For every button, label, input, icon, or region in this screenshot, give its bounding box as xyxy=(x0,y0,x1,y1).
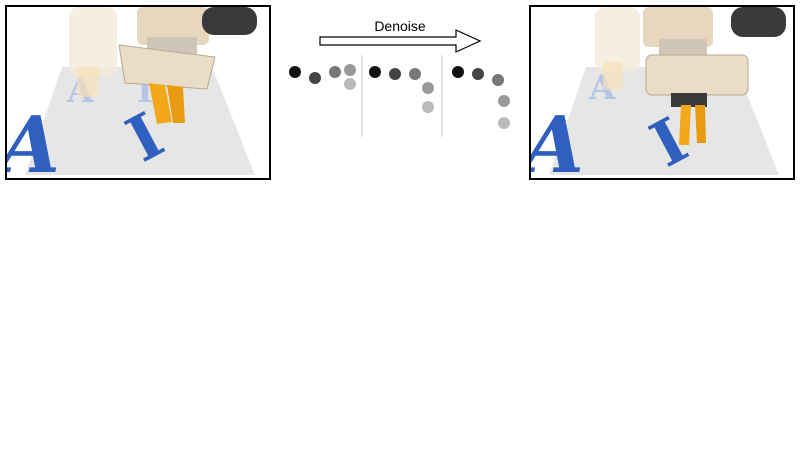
denoise-arrow-icon xyxy=(319,29,482,53)
trajectory-point-2-3 xyxy=(409,68,421,80)
robot-arm-upper xyxy=(137,7,209,45)
input-scene-panel: A I A I xyxy=(5,5,271,180)
robot-scene-icon: A I A I xyxy=(7,7,257,178)
output-scene-panel: A A I xyxy=(529,5,795,180)
gripper-housing xyxy=(118,44,216,90)
trajectory-point-2-2 xyxy=(389,68,401,80)
trajectory-point-1-3 xyxy=(329,66,341,78)
trajectory-point-3-3 xyxy=(492,74,504,86)
trajectory-point-2-5 xyxy=(422,101,434,113)
gripper-base xyxy=(671,93,707,107)
gripper-finger-left xyxy=(149,83,172,124)
gripper-finger-left xyxy=(679,105,691,145)
ghost-gripper xyxy=(77,67,99,97)
robot-arm-joint xyxy=(202,7,257,35)
denoise-label: Denoise xyxy=(374,18,426,34)
trajectory-point-3-4 xyxy=(498,95,510,107)
trajectory-point-2-4 xyxy=(422,82,434,94)
trajectory-point-3-1 xyxy=(452,66,464,78)
gripper-housing xyxy=(645,54,749,96)
trajectory-point-3-5 xyxy=(498,117,510,129)
trajectory-point-1-5 xyxy=(344,78,356,90)
robot-arm-upper xyxy=(643,7,713,47)
trajectory-point-1-2 xyxy=(309,72,321,84)
ghost-robot-arm xyxy=(69,7,117,77)
gripper-finger-right xyxy=(167,85,185,123)
robot-scene-icon: A A I xyxy=(531,7,786,178)
trajectory-point-2-1 xyxy=(369,66,381,78)
trajectory-denoising-diagram xyxy=(289,55,510,137)
trajectory-point-1-4 xyxy=(344,64,356,76)
gripper-finger-right xyxy=(695,105,706,143)
trajectory-point-1-1 xyxy=(289,66,301,78)
ghost-gripper xyxy=(603,62,623,90)
robot-arm-joint xyxy=(731,7,786,37)
ghost-robot-arm xyxy=(595,7,640,72)
trajectory-point-3-2 xyxy=(472,68,484,80)
